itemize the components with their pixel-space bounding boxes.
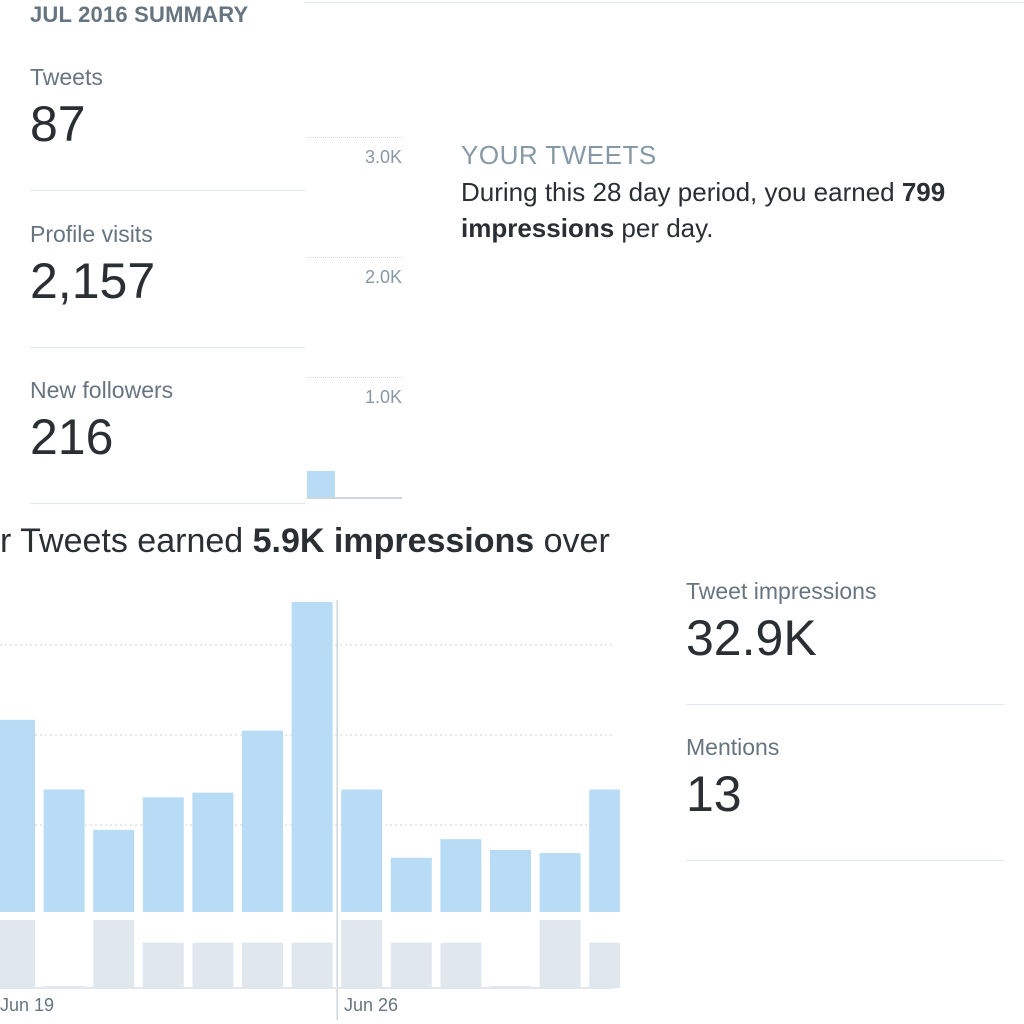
stat-mentions[interactable]: Mentions 13	[686, 734, 779, 819]
your-tweets-bold-unit: impressions	[461, 213, 615, 243]
impressions-bar[interactable]	[390, 857, 432, 912]
tweets-count-bar[interactable]	[390, 942, 432, 988]
stat-profile-visits[interactable]: Profile visits 2,157	[30, 221, 155, 306]
mini-chart-bar[interactable]	[307, 470, 335, 497]
your-tweets-title: YOUR TWEETS	[461, 140, 657, 170]
tweets-count-bar[interactable]	[142, 942, 184, 988]
earned-prefix: r Tweets earned	[0, 522, 253, 560]
tweets-count-bar[interactable]	[192, 942, 234, 988]
stat-new-followers[interactable]: New followers 216	[30, 377, 173, 462]
impressions-bar[interactable]	[440, 839, 482, 912]
stat-tweets[interactable]: Tweets 87	[30, 64, 103, 149]
x-tick-label: Jun 19	[0, 995, 54, 1015]
impressions-bar[interactable]	[93, 829, 135, 912]
impressions-bar[interactable]	[539, 853, 581, 912]
tweets-count-bar[interactable]	[589, 942, 620, 988]
your-tweets-description: During this 28 day period, you earned 79…	[461, 174, 1021, 246]
impressions-bar[interactable]	[291, 602, 333, 912]
your-tweets-text-before: During this 28 day period, you earned	[461, 177, 902, 207]
tweets-count-bar[interactable]	[341, 920, 383, 988]
tweets-count-bar[interactable]	[242, 942, 283, 988]
impressions-bar[interactable]	[192, 792, 234, 912]
stat-label: Mentions	[686, 734, 780, 760]
x-tick-label: Jun 26	[344, 995, 398, 1015]
mini-chart-tick: 2.0K	[364, 267, 402, 287]
impressions-summary-text: r Tweets earned 5.9K impressions over	[0, 522, 610, 561]
mini-chart-gridline	[307, 257, 402, 258]
tweets-count-bar[interactable]	[291, 942, 333, 988]
stat-label: New followers	[30, 377, 174, 403]
mini-chart-baseline	[307, 497, 402, 499]
impressions-bar-chart: Jun 19 Jun 26	[0, 600, 620, 1020]
mini-chart-gridline	[307, 137, 402, 138]
stat-tweet-impressions[interactable]: Tweet impressions 32.9K	[686, 578, 876, 663]
stat-divider	[686, 860, 1004, 861]
stat-divider	[30, 503, 305, 504]
tweets-count-bar[interactable]	[93, 920, 135, 988]
impressions-bar[interactable]	[43, 789, 85, 912]
summary-heading: JUL 2016 SUMMARY	[30, 2, 249, 27]
mini-chart-tick: 1.0K	[364, 387, 402, 407]
stat-label: Tweets	[30, 64, 103, 90]
tweets-count-bar[interactable]	[440, 942, 482, 988]
stat-divider	[30, 190, 305, 191]
stat-value: 216	[30, 409, 114, 465]
impressions-bar[interactable]	[0, 719, 35, 912]
your-tweets-bold-value: 799	[901, 177, 946, 207]
earned-bold: 5.9K impressions	[252, 522, 535, 560]
top-divider	[305, 2, 1024, 3]
stat-value: 13	[686, 766, 742, 822]
impressions-bar[interactable]	[142, 797, 184, 912]
stat-label: Profile visits	[30, 221, 153, 247]
your-tweets-text-after: per day.	[614, 213, 714, 243]
impressions-bar[interactable]	[589, 789, 620, 912]
impressions-bar[interactable]	[490, 850, 531, 912]
stat-divider	[686, 704, 1004, 705]
stat-value: 87	[30, 96, 86, 152]
stat-value: 32.9K	[686, 610, 817, 666]
impressions-bar[interactable]	[341, 789, 383, 912]
impressions-bar[interactable]	[242, 730, 283, 912]
tweets-count-bar[interactable]	[0, 920, 35, 988]
mini-chart-tick: 3.0K	[364, 147, 402, 167]
stat-divider	[30, 347, 305, 348]
stat-label: Tweet impressions	[686, 578, 877, 604]
tweets-count-bar[interactable]	[539, 920, 581, 988]
earned-suffix: over	[534, 522, 610, 560]
stat-value: 2,157	[30, 253, 156, 309]
mini-chart-gridline	[307, 377, 402, 378]
